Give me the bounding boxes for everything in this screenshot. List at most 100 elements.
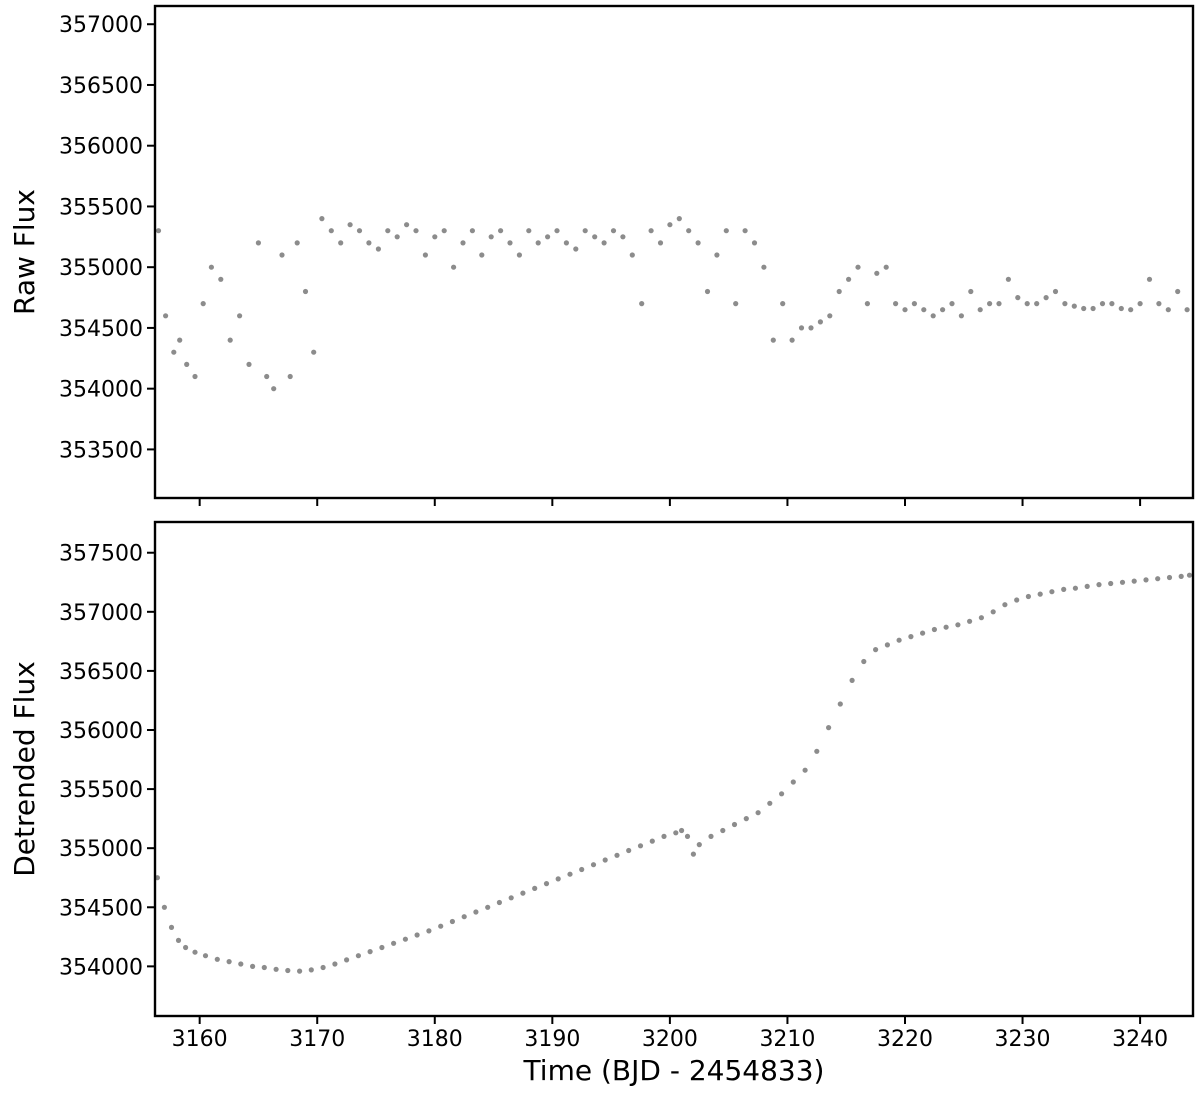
raw-flux-data-point bbox=[657, 240, 664, 246]
detrended-flux-data-point bbox=[1002, 602, 1008, 608]
detrended-flux-data-point bbox=[873, 647, 879, 653]
raw-flux-y-tick-label: 355000 bbox=[59, 256, 143, 281]
raw-flux-data-point bbox=[294, 240, 300, 246]
raw-flux-data-point bbox=[714, 252, 720, 258]
raw-flux-data-point bbox=[413, 228, 419, 234]
detrended-flux-x-tick-label: 3230 bbox=[995, 1027, 1051, 1052]
raw-flux-data-point bbox=[1128, 307, 1134, 313]
raw-flux-data-point bbox=[742, 228, 748, 234]
detrended-flux-data-point bbox=[543, 881, 550, 887]
raw-flux-data-point bbox=[328, 228, 334, 234]
detrended-flux-data-point bbox=[1084, 583, 1090, 590]
detrended-flux-data-point bbox=[202, 953, 209, 959]
detrended-flux-data-point bbox=[496, 899, 502, 906]
raw-flux-data-point bbox=[968, 288, 974, 295]
detrended-flux-data-point bbox=[214, 956, 220, 962]
raw-flux-data-point bbox=[319, 216, 325, 222]
detrended-flux-data-point bbox=[884, 642, 891, 648]
detrended-flux-data-point bbox=[920, 630, 926, 636]
raw-flux-data-point bbox=[1165, 307, 1171, 313]
raw-flux-data-point bbox=[723, 228, 729, 234]
detrended-flux-data-point bbox=[285, 967, 291, 974]
detrended-flux-data-point bbox=[226, 959, 232, 965]
raw-flux-data-point bbox=[264, 373, 270, 380]
detrended-flux-data-point bbox=[626, 847, 632, 854]
detrended-flux-data-point bbox=[485, 904, 491, 910]
detrended-flux-y-tick-label: 357500 bbox=[59, 542, 143, 567]
raw-flux-data-point bbox=[563, 240, 570, 246]
detrended-flux-points bbox=[155, 572, 1193, 974]
raw-flux-data-point bbox=[582, 228, 588, 234]
raw-flux-y-ticks: 353500 354000 354500 355000 355500 356000 3565… bbox=[59, 13, 155, 463]
detrended-flux-y-tick-label: 354500 bbox=[59, 896, 143, 921]
detrended-flux-data-point bbox=[355, 953, 361, 959]
detrended-flux-data-point bbox=[379, 944, 385, 951]
raw-flux-data-point bbox=[441, 228, 447, 234]
detrended-flux-data-point bbox=[696, 842, 702, 848]
detrended-flux-data-point bbox=[1061, 586, 1067, 593]
raw-flux-y-tick-label: 356500 bbox=[59, 74, 143, 99]
raw-flux-data-point bbox=[554, 228, 560, 234]
raw-flux-data-point bbox=[846, 276, 852, 282]
raw-flux-data-point bbox=[817, 319, 824, 325]
detrended-flux-data-point bbox=[367, 949, 373, 955]
raw-flux-data-point bbox=[184, 361, 190, 367]
raw-flux-y-tick-label: 355500 bbox=[59, 195, 143, 220]
detrended-flux-data-point bbox=[238, 961, 244, 967]
detrended-flux-data-point bbox=[990, 609, 996, 615]
detrended-flux-data-point bbox=[473, 909, 479, 915]
detrended-flux-y-ticks: 354000 354500 355000 355500 356000 356500 3570… bbox=[59, 542, 155, 980]
raw-flux-data-point bbox=[836, 288, 842, 295]
raw-flux-data-point bbox=[385, 228, 391, 234]
raw-flux-data-point bbox=[855, 264, 861, 270]
raw-flux-data-point bbox=[1024, 301, 1030, 307]
raw-flux-data-point bbox=[287, 373, 293, 380]
raw-flux-data-point bbox=[375, 246, 381, 252]
raw-flux-data-point bbox=[479, 252, 485, 258]
raw-flux-data-point bbox=[1081, 305, 1087, 312]
raw-flux-data-point bbox=[930, 313, 936, 319]
detrended-flux-data-point bbox=[192, 949, 198, 955]
raw-flux-data-point bbox=[949, 301, 955, 307]
detrended-flux-y-tick-label: 356500 bbox=[59, 660, 143, 685]
detrended-flux-data-point bbox=[508, 895, 514, 901]
raw-flux-data-point bbox=[507, 240, 513, 246]
raw-flux-data-point bbox=[177, 337, 183, 343]
detrended-flux-data-point bbox=[426, 928, 432, 934]
detrended-flux-data-point bbox=[849, 677, 855, 684]
raw-flux-data-point bbox=[874, 270, 880, 276]
raw-flux-data-point bbox=[789, 337, 795, 343]
detrended-flux-data-point bbox=[661, 833, 667, 840]
detrended-flux-data-point bbox=[1166, 574, 1173, 581]
detrended-flux-data-point bbox=[896, 637, 902, 643]
raw-flux-data-point bbox=[1005, 276, 1012, 282]
detrended-flux-data-point bbox=[449, 918, 455, 925]
detrended-flux-axes-frame bbox=[153, 520, 1195, 1018]
detrended-flux-data-point bbox=[1119, 579, 1126, 585]
detrended-flux-data-point bbox=[1037, 591, 1043, 597]
detrended-flux-data-point bbox=[168, 924, 175, 931]
raw-flux-panel: 353500 354000 354500 355000 355500 356000 3565… bbox=[8, 4, 1195, 506]
detrended-flux-data-point bbox=[1143, 577, 1149, 583]
detrended-flux-data-point bbox=[183, 944, 189, 951]
raw-flux-data-point bbox=[761, 264, 767, 270]
detrended-flux-data-point bbox=[250, 963, 256, 970]
detrended-flux-data-point bbox=[1155, 576, 1161, 582]
detrended-flux-data-point bbox=[332, 961, 338, 967]
raw-flux-data-point bbox=[545, 234, 551, 240]
raw-flux-data-point bbox=[1156, 301, 1162, 307]
raw-flux-data-point bbox=[1090, 305, 1096, 312]
raw-flux-data-point bbox=[808, 325, 814, 331]
detrended-flux-data-point bbox=[837, 701, 843, 707]
detrended-flux-data-point bbox=[943, 624, 949, 630]
raw-flux-data-point bbox=[996, 301, 1002, 307]
raw-flux-data-point bbox=[911, 301, 918, 307]
raw-flux-data-point bbox=[601, 240, 607, 246]
raw-flux-data-point bbox=[620, 234, 626, 240]
detrended-flux-data-point bbox=[1072, 585, 1078, 591]
raw-flux-y-tick-label: 354500 bbox=[59, 317, 143, 342]
detrended-flux-data-point bbox=[602, 857, 608, 863]
detrended-flux-data-point bbox=[790, 779, 796, 785]
